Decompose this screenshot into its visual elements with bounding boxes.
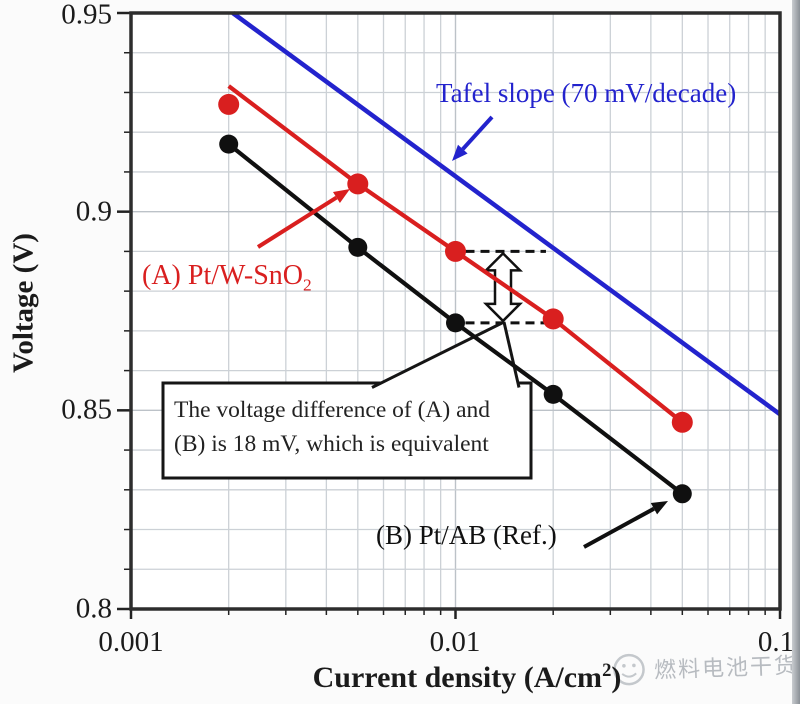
series-a-label-text: (A) Pt/W-SnO <box>142 260 303 291</box>
series-point-2 <box>672 484 692 504</box>
voltage-difference-note: The voltage difference of (A) and (B) is… <box>163 383 531 478</box>
y-tick-label-085: 0.85 <box>61 393 112 426</box>
series-b-label: (B) Pt/AB (Ref.) <box>376 520 557 550</box>
series-point-1 <box>671 411 693 433</box>
watermark: 燃料电池干货 <box>609 645 798 690</box>
x-axis-title-sup: 2 <box>602 660 612 681</box>
plot-border <box>129 11 782 611</box>
series-point-2 <box>446 313 465 333</box>
tafel-slope-label: Tafel slope (70 mV/decade) <box>436 78 737 108</box>
x-axis-title-close: ) <box>611 661 622 694</box>
series-a-label-sub: 2 <box>303 275 312 295</box>
x-axis-title-text: Current density (A/cm <box>312 661 603 694</box>
series-point-2 <box>219 134 239 154</box>
series-point-1 <box>542 308 564 330</box>
note-line-2: (B) is 18 mV, which is equivalent <box>174 431 489 457</box>
series-point-2 <box>348 237 368 257</box>
series-point-1 <box>445 240 466 262</box>
series-a-arrow <box>333 189 350 203</box>
series-point-2 <box>543 384 563 404</box>
watermark-logo-icon <box>613 653 645 686</box>
scan-edge-artifact <box>792 0 800 704</box>
series-point-1 <box>218 93 240 115</box>
series-line-0 <box>231 11 782 417</box>
tafel-arrow <box>452 144 468 161</box>
series-point-1 <box>347 173 369 195</box>
x-tick-label-01: 0.1 <box>757 626 795 658</box>
note-box-wedge <box>372 322 519 389</box>
y-tick-label-09: 0.9 <box>75 195 112 228</box>
y-tick-label-095: 0.95 <box>61 0 112 31</box>
y-tick-label-08: 0.8 <box>75 592 112 625</box>
note-line-1: The voltage difference of (A) and <box>174 397 491 423</box>
x-tick-label-001: 0.01 <box>429 626 481 658</box>
x-axis-title: Current density (A/cm2) <box>313 660 622 695</box>
x-tick-label-0001: 0.001 <box>98 626 164 658</box>
series-b-arrow <box>650 501 668 515</box>
y-axis-title: Voltage (V) <box>7 233 40 373</box>
note-box <box>161 381 533 480</box>
series-a-label: (A) Pt/W-SnO2 <box>142 260 312 296</box>
